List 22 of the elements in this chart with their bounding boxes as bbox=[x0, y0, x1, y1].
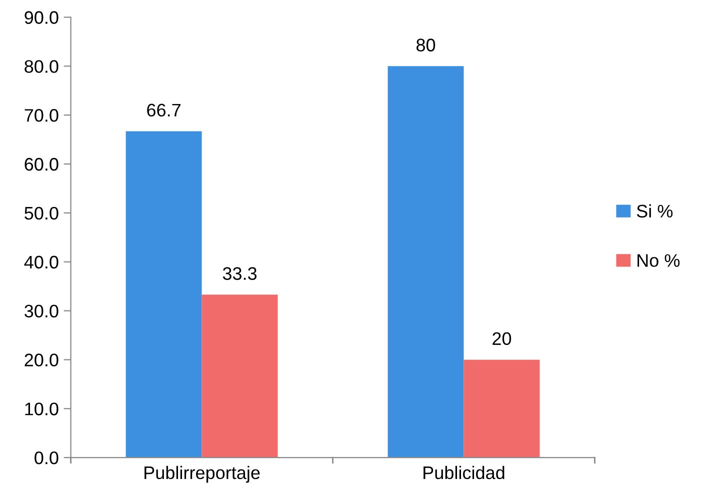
data-label: 80 bbox=[416, 38, 436, 52]
bar bbox=[202, 294, 278, 458]
x-tick-label: Publicidad bbox=[424, 466, 504, 480]
legend-label: No % bbox=[638, 254, 680, 267]
y-tick-label: 70.0 bbox=[24, 109, 58, 122]
bar bbox=[388, 66, 464, 458]
y-tick-label: 40.0 bbox=[24, 256, 58, 269]
legend-label: Si % bbox=[636, 204, 673, 218]
y-tick-label: 10.0 bbox=[25, 402, 58, 416]
data-label: 66.7 bbox=[147, 104, 180, 117]
bar bbox=[126, 131, 202, 458]
data-label: 20 bbox=[492, 332, 512, 346]
y-tick-label: 80.0 bbox=[24, 60, 58, 73]
y-tick-label: 20.0 bbox=[24, 354, 58, 366]
y-tick-label: 0.0 bbox=[34, 451, 58, 464]
y-tick-label: 50.0 bbox=[24, 206, 58, 220]
x-tick-label: Publirreportaje bbox=[144, 466, 260, 483]
y-tick-label: 30.0 bbox=[24, 304, 58, 318]
y-tick-label: 60.0 bbox=[24, 158, 58, 171]
y-tick-label: 90.0 bbox=[24, 11, 58, 24]
data-label: 33.3 bbox=[222, 267, 257, 280]
bar bbox=[464, 360, 540, 458]
